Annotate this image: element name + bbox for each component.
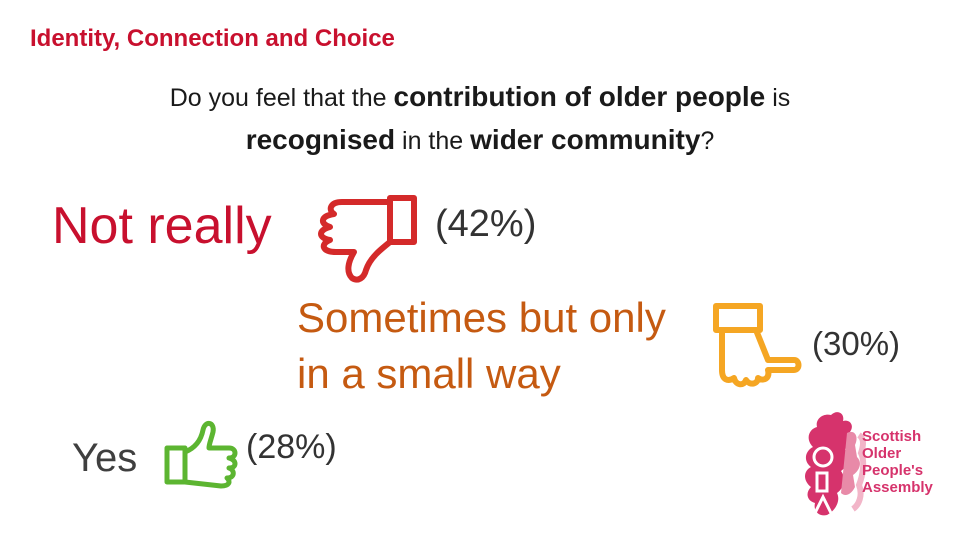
logo-text: Scottish Older People's Assembly	[862, 428, 933, 496]
thumbs-up-icon	[163, 418, 243, 495]
thumb-sideways-icon	[712, 300, 802, 395]
logo-text-line: Scottish	[862, 428, 922, 445]
question-emphasis: recognised	[245, 124, 396, 155]
sometimes-label-line-1: Sometimes but only	[297, 294, 666, 341]
logo-text-line: People's	[862, 462, 924, 479]
sometimes-label: Sometimes but only in a small way	[297, 290, 666, 402]
question-text-part: Do you feel that the	[169, 84, 394, 112]
not-really-percent: (42%)	[435, 203, 537, 245]
slide-title: Identity, Connection and Choice	[30, 25, 395, 52]
yes-percent: (28%)	[246, 428, 337, 466]
logo-text-line: Older	[862, 445, 902, 462]
question-emphasis: wider community	[470, 124, 701, 155]
question-text-part: is	[765, 84, 791, 112]
question-text-part: ?	[700, 127, 715, 155]
question-line-2: recognised in the wider community?	[80, 119, 880, 162]
sometimes-percent: (30%)	[812, 325, 901, 362]
thumbs-down-icon	[312, 192, 420, 289]
logo-text-line: Assembly	[862, 479, 933, 496]
question-emphasis: contribution of older people	[393, 81, 766, 112]
sometimes-label-line-2: in a small way	[297, 350, 561, 397]
question-text-part: in the	[395, 127, 471, 155]
scottish-older-peoples-assembly-logo	[785, 405, 945, 520]
question-line-1: Do you feel that the contribution of old…	[80, 76, 880, 119]
not-really-label: Not really	[52, 197, 272, 255]
yes-label: Yes	[72, 436, 138, 480]
question-text: Do you feel that the contribution of old…	[80, 76, 880, 162]
